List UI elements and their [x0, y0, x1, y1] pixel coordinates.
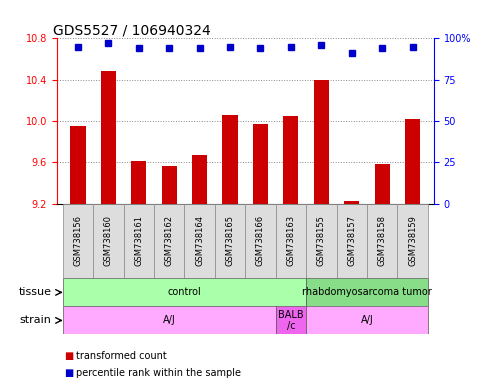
Bar — [70, 126, 86, 204]
Bar — [192, 155, 207, 204]
Bar — [344, 202, 359, 204]
Text: GSM738165: GSM738165 — [226, 215, 235, 266]
Text: GDS5527 / 106940324: GDS5527 / 106940324 — [53, 23, 211, 37]
Text: GSM738159: GSM738159 — [408, 215, 417, 266]
Text: GSM738156: GSM738156 — [73, 215, 82, 266]
FancyBboxPatch shape — [397, 204, 428, 278]
FancyBboxPatch shape — [63, 204, 93, 278]
FancyBboxPatch shape — [367, 204, 397, 278]
Text: GSM738163: GSM738163 — [286, 215, 295, 266]
Bar — [222, 115, 238, 204]
Text: ■: ■ — [64, 351, 73, 361]
Text: GSM738162: GSM738162 — [165, 215, 174, 266]
Text: ■: ■ — [64, 368, 73, 378]
Text: rhabdomyosarcoma tumor: rhabdomyosarcoma tumor — [302, 287, 432, 298]
Text: control: control — [168, 287, 201, 298]
Bar — [314, 79, 329, 204]
Bar — [101, 71, 116, 204]
Bar — [253, 124, 268, 204]
FancyBboxPatch shape — [306, 306, 428, 334]
Bar — [405, 119, 420, 204]
Bar — [375, 164, 390, 204]
Bar — [283, 116, 298, 204]
FancyBboxPatch shape — [184, 204, 215, 278]
FancyBboxPatch shape — [337, 204, 367, 278]
Text: BALB
/c: BALB /c — [278, 310, 304, 331]
FancyBboxPatch shape — [63, 306, 276, 334]
FancyBboxPatch shape — [276, 306, 306, 334]
Text: percentile rank within the sample: percentile rank within the sample — [76, 368, 242, 378]
FancyBboxPatch shape — [276, 204, 306, 278]
FancyBboxPatch shape — [63, 278, 306, 306]
Text: A/J: A/J — [163, 315, 176, 326]
Bar — [162, 166, 177, 204]
Text: GSM738161: GSM738161 — [134, 215, 143, 266]
Text: GSM738166: GSM738166 — [256, 215, 265, 266]
FancyBboxPatch shape — [215, 204, 246, 278]
Text: A/J: A/J — [360, 315, 373, 326]
Text: GSM738155: GSM738155 — [317, 215, 326, 266]
Text: GSM738164: GSM738164 — [195, 215, 204, 266]
Text: transformed count: transformed count — [76, 351, 167, 361]
FancyBboxPatch shape — [124, 204, 154, 278]
Text: strain: strain — [20, 315, 52, 326]
Text: GSM738157: GSM738157 — [347, 215, 356, 266]
FancyBboxPatch shape — [93, 204, 124, 278]
Bar — [131, 161, 146, 204]
FancyBboxPatch shape — [154, 204, 184, 278]
FancyBboxPatch shape — [306, 278, 428, 306]
Text: tissue: tissue — [19, 287, 52, 298]
FancyBboxPatch shape — [246, 204, 276, 278]
FancyBboxPatch shape — [306, 204, 337, 278]
Text: GSM738158: GSM738158 — [378, 215, 387, 266]
Text: GSM738160: GSM738160 — [104, 215, 113, 266]
